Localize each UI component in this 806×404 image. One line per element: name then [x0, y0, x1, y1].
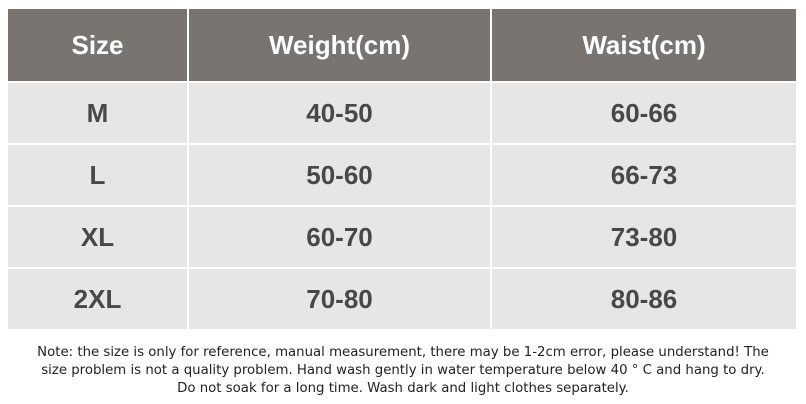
table-cell: 2XL — [8, 269, 187, 329]
note-line: size problem is not a quality problem. H… — [41, 363, 765, 378]
table-cell: 73-80 — [492, 207, 796, 267]
note-line: Note: the size is only for reference, ma… — [37, 345, 769, 360]
table-cell: 60-66 — [492, 83, 796, 143]
table-cell: L — [8, 145, 187, 205]
size-table: Size Weight(cm) Waist(cm) M 40-50 60-66 L 50-60… — [8, 9, 796, 329]
table-cell: 66-73 — [492, 145, 796, 205]
note-line: Do not soak for a long time. Wash dark a… — [177, 381, 629, 396]
table-cell: XL — [8, 207, 187, 267]
table-cell: 40-50 — [189, 83, 490, 143]
header-cell: Weight(cm) — [189, 9, 490, 81]
table-cell: 50-60 — [189, 145, 490, 205]
header-cell: Waist(cm) — [492, 9, 796, 81]
note: Note: the size is only for reference, ma… — [0, 344, 806, 398]
table-cell: M — [8, 83, 187, 143]
table-cell: 60-70 — [189, 207, 490, 267]
header-cell: Size — [8, 9, 187, 81]
table-cell: 70-80 — [189, 269, 490, 329]
table-cell: 80-86 — [492, 269, 796, 329]
